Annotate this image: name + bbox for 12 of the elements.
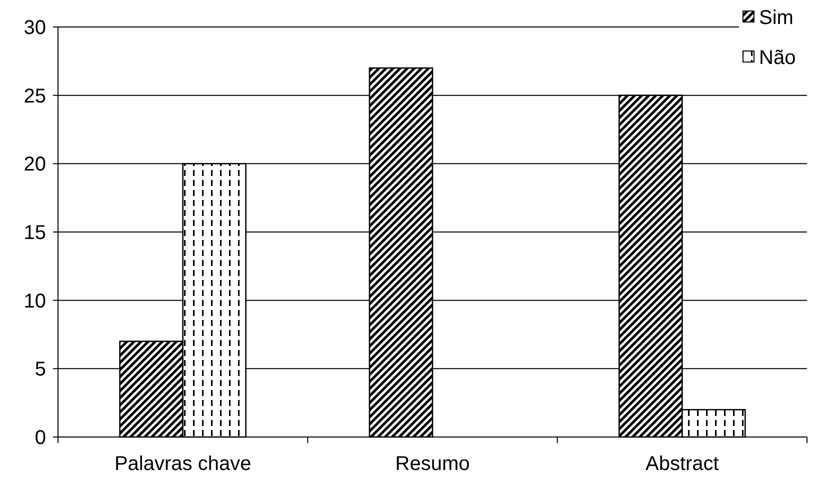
x-tick-label: Palavras chave bbox=[114, 453, 252, 475]
y-tick-label: 20 bbox=[24, 154, 46, 176]
y-tick-label: 15 bbox=[24, 222, 46, 244]
y-tick-label: 25 bbox=[24, 85, 46, 108]
y-tick-label: 30 bbox=[24, 17, 46, 39]
legend-label: Não bbox=[759, 47, 796, 69]
x-tick-label: Abstract bbox=[645, 453, 720, 475]
y-tick-label: 10 bbox=[24, 290, 46, 312]
y-tick-label: 0 bbox=[34, 427, 46, 449]
x-tick-label: Resumo bbox=[395, 453, 470, 475]
y-tick-label: 5 bbox=[34, 358, 46, 381]
legend-label: Sim bbox=[759, 7, 794, 29]
